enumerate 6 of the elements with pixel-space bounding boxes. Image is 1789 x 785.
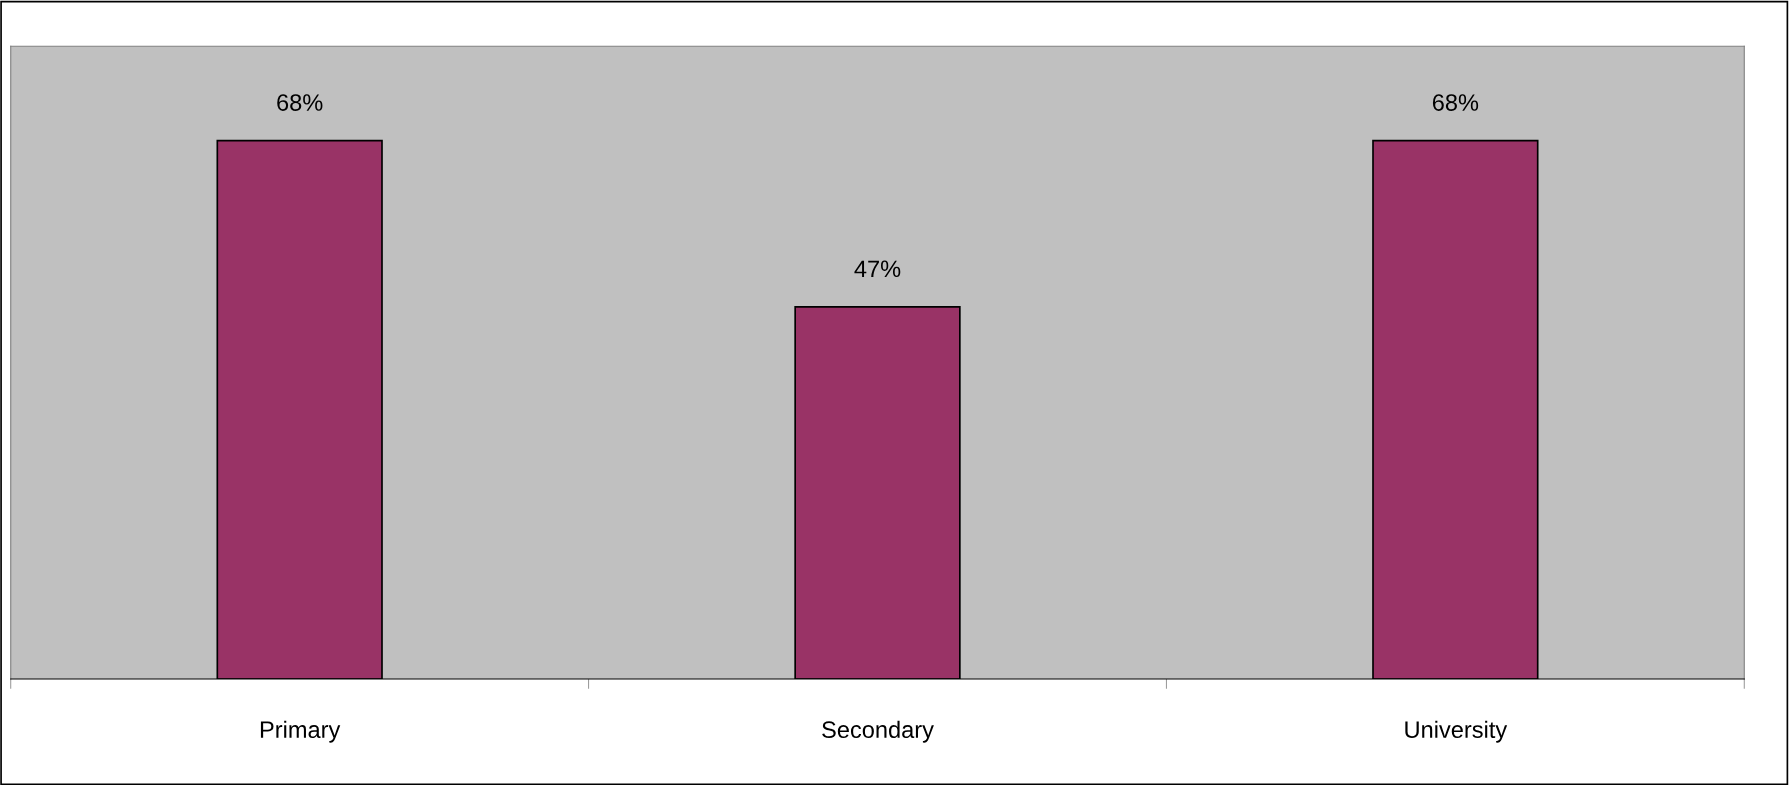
data-label: 47%	[854, 260, 901, 278]
data-label: 68%	[1432, 94, 1479, 111]
x-tick-label: Primary	[260, 720, 341, 743]
data-label: 68%	[277, 94, 323, 111]
x-tick-label: University	[1405, 720, 1508, 743]
x-tick-label: Secondary	[822, 720, 934, 743]
